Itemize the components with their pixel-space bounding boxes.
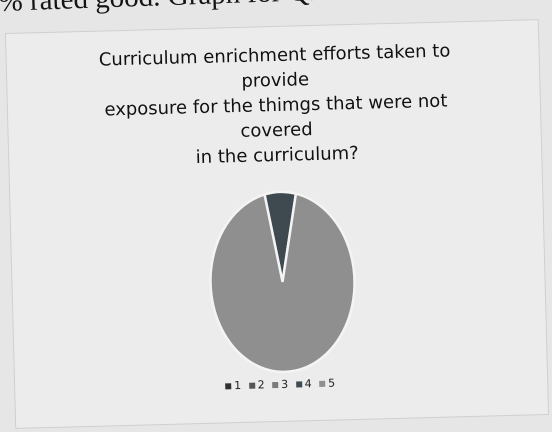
pie-chart [209,190,356,374]
legend-item-5: 5 [319,377,336,390]
legend-label-3: 3 [281,377,289,391]
pie-slices [209,190,356,374]
legend-swatch-4 [295,380,302,388]
legend-label-5: 5 [328,376,336,390]
legend-label-1: 1 [234,378,242,393]
legend-item-2: 2 [248,378,266,392]
body-text-line: % rated good. Graph for Q2 shows that 10… [0,0,552,19]
legend-item-1: 1 [225,379,242,392]
pie-slice-5 [209,192,356,374]
legend-swatch-3 [272,381,279,388]
legend-item-4: 4 [295,377,313,391]
pie-chart-card: Curriculum enrichment efforts taken to p… [4,19,550,429]
legend-swatch-5 [319,380,326,387]
legend-swatch-2 [248,382,255,389]
legend-item-3: 3 [272,378,289,391]
legend-label-2: 2 [257,378,266,392]
legend-label-4: 4 [304,377,313,391]
legend-swatch-1 [225,382,232,389]
